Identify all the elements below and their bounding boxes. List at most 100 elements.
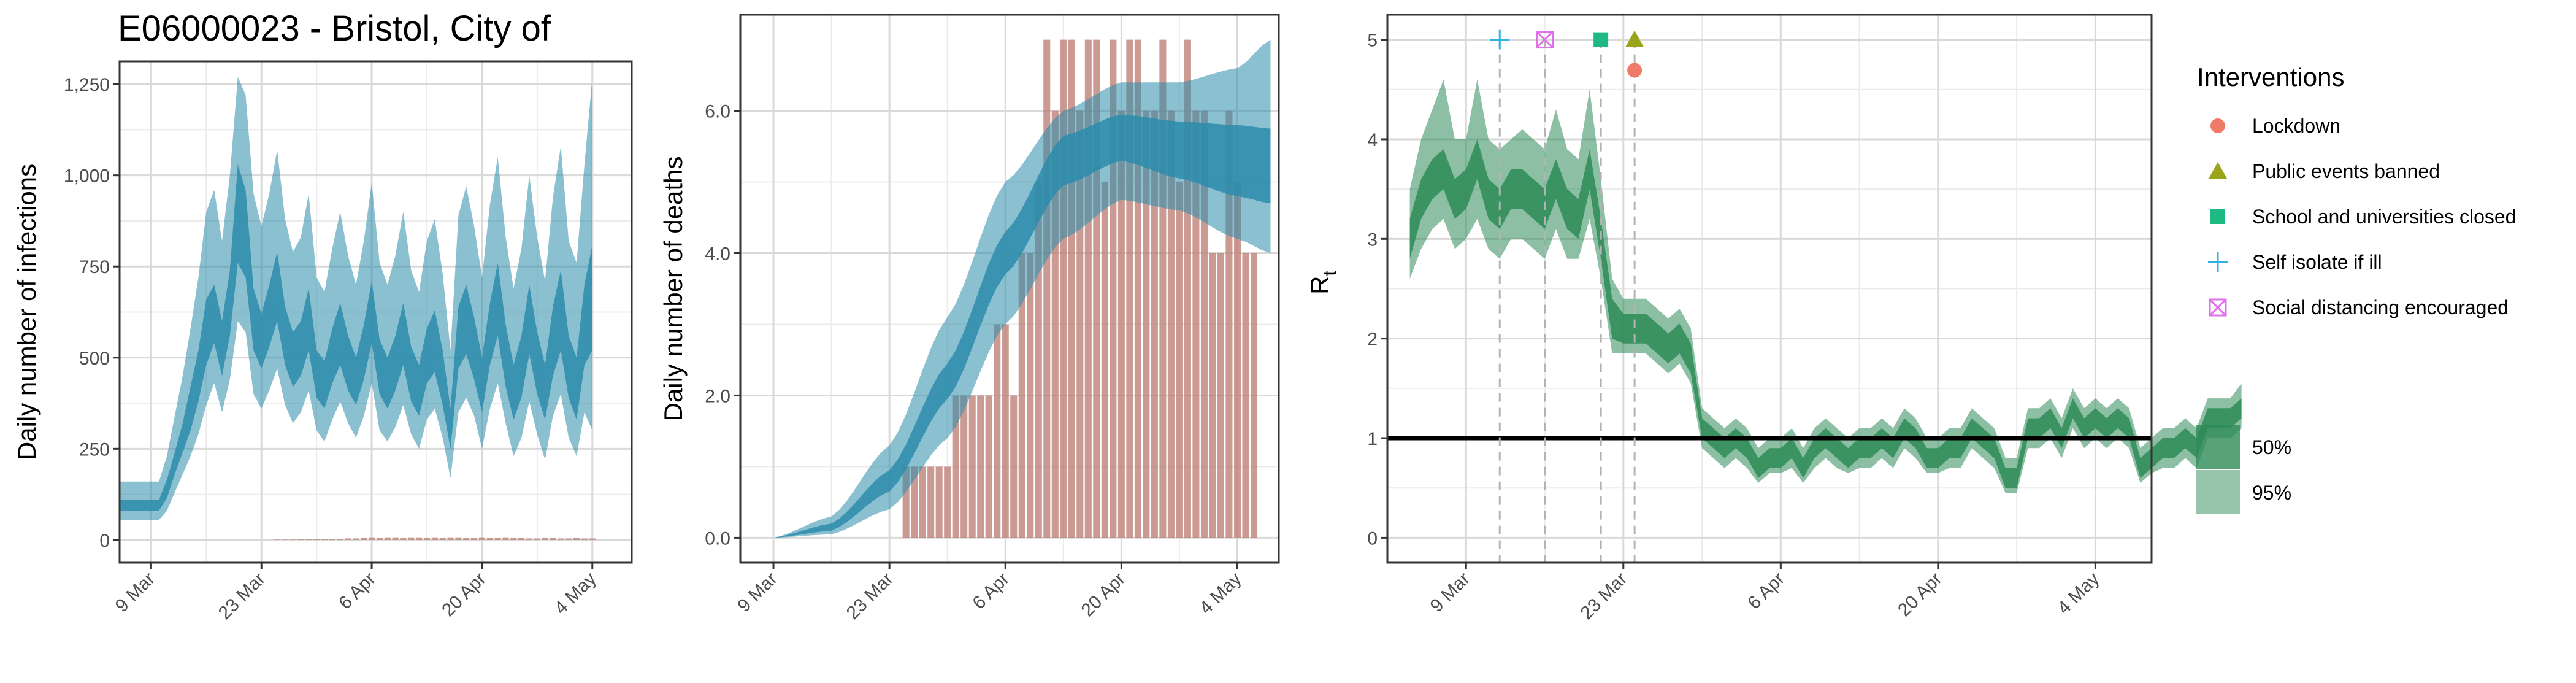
- death-bar: [1051, 110, 1059, 538]
- death-bar: [968, 395, 976, 538]
- reported-death-bar: [274, 539, 281, 540]
- reported-death-bar: [447, 537, 454, 540]
- death-bar: [1176, 182, 1183, 538]
- legend-label-ci-50: 50%: [2252, 436, 2291, 458]
- legend-label-ci-95: 95%: [2252, 482, 2291, 504]
- death-bar: [1225, 110, 1233, 538]
- reported-death-bar: [392, 537, 399, 540]
- reported-death-bar: [439, 538, 446, 540]
- y-axis-title: Rt: [1305, 271, 1340, 295]
- x-tick-20-apr: 20 Apr: [438, 569, 490, 621]
- y-tick-1-250: 1,250: [64, 75, 110, 95]
- y-tick-1-000: 1,000: [64, 166, 110, 187]
- x-tick-9-mar: 9 Mar: [734, 569, 781, 617]
- reported-death-bar: [565, 538, 572, 540]
- reported-death-bar: [305, 539, 312, 540]
- reported-death-bar: [478, 537, 486, 540]
- reported-death-bar: [581, 538, 588, 540]
- death-bar: [1159, 39, 1167, 538]
- death-bar: [902, 466, 910, 538]
- legend-key-self-isolate-if-ill: [2208, 252, 2228, 272]
- death-bar: [1002, 324, 1009, 538]
- x-tick-6-apr: 6 Apr: [335, 569, 380, 614]
- x-tick-4-may: 4 May: [551, 569, 600, 619]
- y-tick-250: 250: [79, 439, 110, 460]
- x-tick-6-apr: 6 Apr: [968, 569, 1013, 614]
- reported-death-bar: [494, 538, 501, 540]
- x-tick-9-mar: 9 Mar: [112, 569, 159, 617]
- y-tick-2-0: 2.0: [705, 386, 730, 406]
- reported-death-bar: [423, 538, 431, 540]
- reported-death-bar: [558, 538, 564, 540]
- death-bar: [935, 466, 943, 538]
- death-bar: [1076, 110, 1084, 538]
- reported-death-bar: [282, 539, 288, 540]
- death-bar: [1250, 253, 1258, 538]
- y-tick-0-0: 0.0: [705, 528, 730, 549]
- legend-label-lockdown: Lockdown: [2252, 115, 2340, 137]
- death-bar: [1134, 39, 1141, 538]
- reported-death-bar: [589, 538, 596, 540]
- infections-50-band: [120, 164, 592, 511]
- death-bar: [960, 395, 968, 538]
- x-tick-9-mar: 9 Mar: [1427, 569, 1474, 617]
- y-tick-5: 5: [1367, 31, 1378, 51]
- death-bar: [927, 466, 935, 538]
- legend-key-ci-95: [2196, 470, 2240, 514]
- legend-key-school-and-universities-closed: [2210, 209, 2225, 224]
- x-tick-23-mar: 23 Mar: [843, 569, 897, 623]
- deaths-50-band: [773, 114, 1271, 538]
- death-bar: [1027, 253, 1034, 538]
- infections-panel: 9 Mar 23 Mar 6 Apr 20 Apr 4 May 0 250 500 750 1,0…: [12, 9, 633, 623]
- death-bar: [977, 395, 984, 538]
- y-tick-6-0: 6.0: [705, 102, 730, 122]
- reported-death-bar: [289, 539, 296, 540]
- reported-death-bar: [400, 538, 407, 540]
- y-tick-4-0: 4.0: [705, 244, 730, 264]
- reported-death-bar: [526, 538, 533, 540]
- panel-border: [739, 14, 1280, 564]
- death-bar: [911, 466, 918, 538]
- x-tick-20-apr: 20 Apr: [1078, 569, 1130, 621]
- intervention-marker-social-distancing-encouraged: [1536, 31, 1554, 49]
- panel-border: [118, 60, 633, 564]
- death-bar: [919, 466, 926, 538]
- y-tick-1: 1: [1367, 429, 1378, 449]
- reported-death-bar: [337, 539, 343, 540]
- death-bar: [1217, 253, 1224, 538]
- x-tick-23-mar: 23 Mar: [215, 569, 269, 623]
- death-bar: [1151, 110, 1158, 538]
- intervention-marker-self-isolate-if-ill: [1490, 29, 1510, 50]
- rt-panel: 9 Mar 23 Mar 6 Apr 20 Apr 4 May 0 1 2 3 4 5 Rt: [1305, 14, 2242, 623]
- death-bar: [1117, 110, 1125, 538]
- intervention-marker-school-and-universities-closed: [1593, 32, 1609, 47]
- reported-death-bar: [361, 538, 367, 540]
- death-bar: [944, 466, 951, 538]
- x-tick-4-may: 4 May: [1195, 569, 1245, 619]
- death-bar: [1184, 39, 1191, 538]
- death-bar: [1242, 253, 1249, 538]
- legend: Interventions Lockdown Public events banne…: [2196, 63, 2516, 514]
- death-bar: [1167, 110, 1175, 538]
- reported-death-bar: [416, 537, 423, 540]
- y-tick-0: 0: [99, 531, 110, 551]
- legend-label-social-distancing-encouraged: Social distancing encouraged: [2252, 296, 2509, 318]
- death-bar: [1043, 39, 1051, 538]
- death-bar: [1084, 39, 1092, 538]
- death-bar: [1101, 182, 1108, 538]
- reported-death-bar: [345, 538, 351, 540]
- reported-death-bar: [313, 539, 320, 540]
- reported-death-bar: [510, 538, 517, 540]
- reported-death-bar: [470, 538, 478, 540]
- reported-death-bar: [573, 538, 580, 540]
- reported-death-bar: [518, 538, 525, 540]
- death-bar: [1010, 395, 1018, 538]
- legend-key-public-events-banned: [2209, 162, 2227, 179]
- y-axis-title: Daily number of deaths: [659, 156, 688, 422]
- death-bar: [1126, 39, 1133, 538]
- legend-key-social-distancing-encouraged: [2209, 298, 2227, 317]
- x-tick-20-apr: 20 Apr: [1894, 569, 1946, 621]
- x-tick-23-mar: 23 Mar: [1576, 569, 1631, 623]
- reported-death-bar: [431, 537, 438, 540]
